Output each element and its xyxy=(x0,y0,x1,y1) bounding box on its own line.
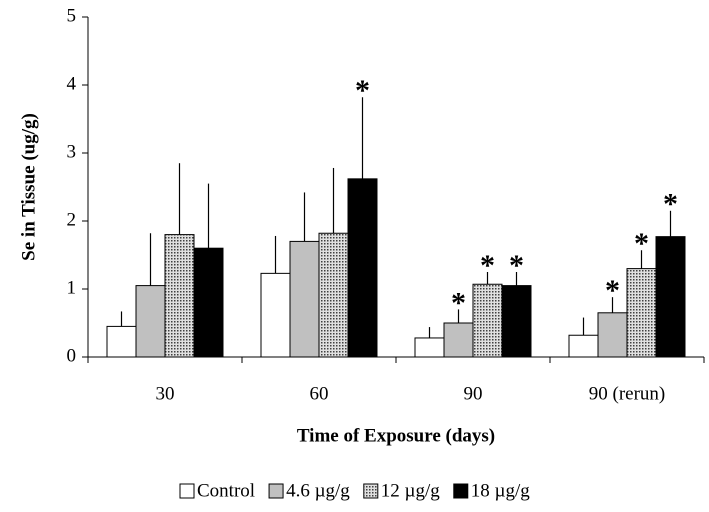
x-tick-label: 90 xyxy=(464,383,483,404)
bar xyxy=(260,272,291,358)
y-tick-label: 3 xyxy=(67,141,77,162)
legend-label: Control xyxy=(197,480,255,501)
bar xyxy=(655,236,686,358)
y-tick-label: 2 xyxy=(67,209,77,230)
x-tick-label: 60 xyxy=(310,383,329,404)
bar xyxy=(597,312,628,358)
bar xyxy=(106,325,137,358)
bar xyxy=(135,285,166,358)
legend-swatch xyxy=(363,483,379,499)
bar xyxy=(164,234,195,358)
significance-marker: * xyxy=(663,188,678,221)
y-tick-label: 0 xyxy=(67,345,77,366)
legend-label: 18 µg/g xyxy=(471,480,530,501)
bar xyxy=(568,334,599,358)
y-axis-title: Se in Tissue (ug/g) xyxy=(18,113,39,261)
bar xyxy=(472,283,503,358)
significance-marker: * xyxy=(451,286,466,319)
legend-swatch xyxy=(268,483,284,499)
bar xyxy=(289,240,320,358)
bar xyxy=(318,232,349,358)
bar xyxy=(414,337,445,358)
significance-marker: * xyxy=(480,249,495,282)
legend-swatch xyxy=(179,483,195,499)
y-tick-label: 5 xyxy=(67,5,77,26)
significance-marker: * xyxy=(509,249,524,282)
legend-swatch xyxy=(453,483,469,499)
bar xyxy=(443,322,474,358)
legend-label: 4.6 µg/g xyxy=(286,480,350,501)
x-tick-label: 90 (rerun) xyxy=(589,383,666,404)
legend-label: 12 µg/g xyxy=(381,480,440,501)
bar xyxy=(347,178,378,358)
significance-marker: * xyxy=(355,74,370,107)
x-axis-title: Time of Exposure (days) xyxy=(297,425,495,446)
bar xyxy=(626,268,657,358)
significance-marker: * xyxy=(634,227,649,260)
bar xyxy=(193,247,224,358)
y-tick-label: 4 xyxy=(67,73,77,94)
x-tick-label: 30 xyxy=(156,383,175,404)
bar xyxy=(501,285,532,358)
significance-marker: * xyxy=(605,274,620,307)
y-tick-label: 1 xyxy=(67,277,77,298)
